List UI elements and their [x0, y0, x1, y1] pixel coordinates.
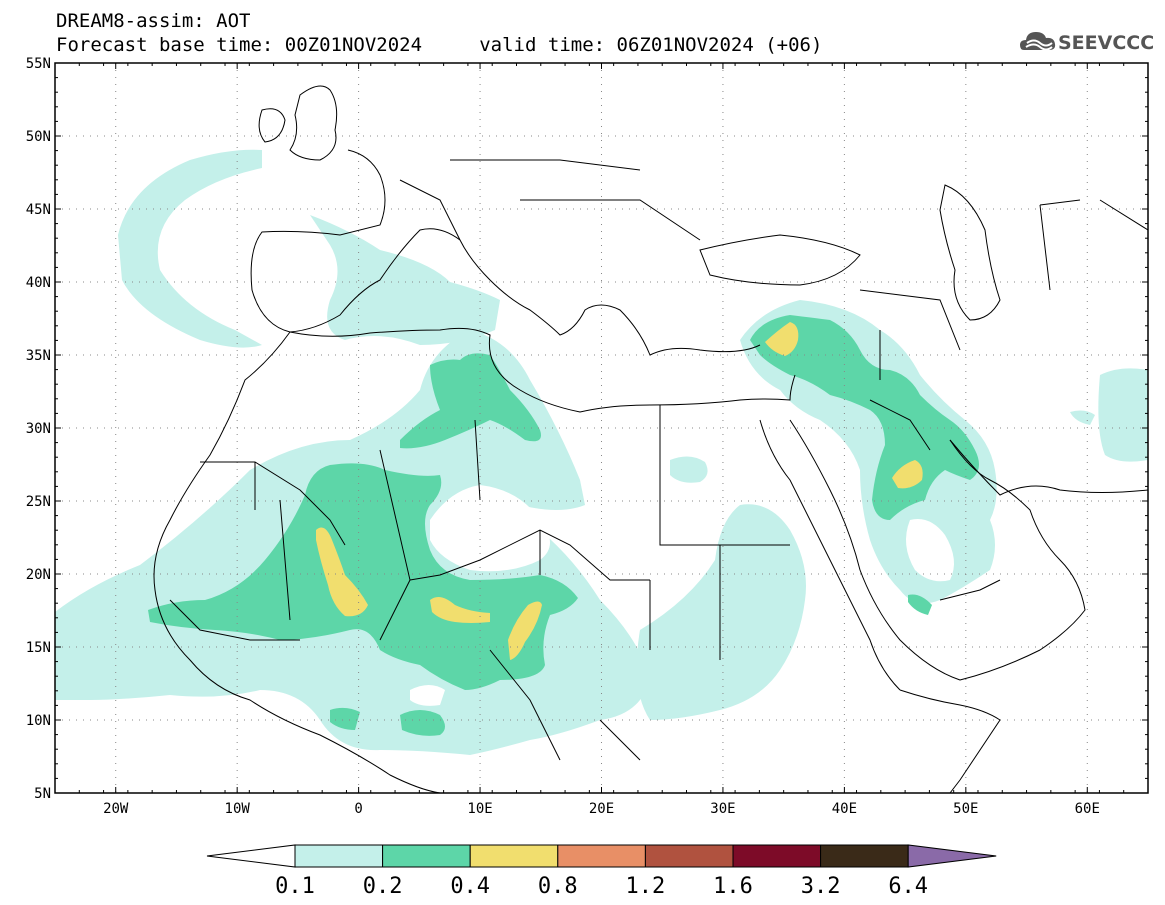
coastline-persian-gulf	[949, 439, 1148, 496]
lon-label-50E: 50E	[953, 801, 978, 817]
coastline-arabia	[789, 419, 1086, 681]
coastline-west-africa	[153, 331, 441, 793]
colorbar-label-0.4: 0.4	[450, 874, 490, 899]
coastline-britain	[289, 85, 338, 161]
lat-label-45N: 45N	[26, 202, 51, 218]
colorbar-label-0.8: 0.8	[538, 874, 578, 899]
lat-label-40N: 40N	[26, 275, 51, 291]
colorbar-label-0.1: 0.1	[275, 874, 315, 899]
coastline-caspian-sea	[939, 184, 1001, 321]
lat-label-10N: 10N	[26, 713, 51, 729]
colorbar-box-0.2	[382, 844, 471, 868]
latitude-labels: 55N 50N 45N 40N 35N 30N 25N 20N 15N 10N 5N	[26, 56, 51, 802]
lat-label-15N: 15N	[26, 640, 51, 656]
colorbar-box-3.2	[820, 844, 909, 868]
lon-label-10E: 10E	[467, 801, 492, 817]
colorbar-box-0.8	[557, 844, 646, 868]
colorbar-boxes	[206, 844, 997, 868]
lon-label-60E: 60E	[1075, 801, 1100, 817]
colorbar-label-3.2: 3.2	[801, 874, 841, 899]
axis-ticks	[54, 62, 1149, 794]
map-title: DREAM8-assim: AOT	[56, 10, 251, 32]
lat-label-5N: 5N	[34, 786, 51, 802]
coastline-black-sea	[699, 234, 861, 286]
cloud-icon	[1020, 32, 1056, 51]
forecast-time-subtitle: Forecast base time: 00Z01NOV2024 valid t…	[56, 34, 823, 56]
coastline-red-sea	[759, 419, 901, 691]
coastline-horn-of-africa	[899, 689, 1001, 793]
lon-label-30E: 30E	[710, 801, 735, 817]
map-graticule	[55, 63, 1148, 793]
lat-label-35N: 35N	[26, 348, 51, 364]
colorbar-over-triangle	[907, 844, 997, 868]
aot-below-0.1-region	[410, 485, 954, 706]
colorbar-box-1.6	[732, 844, 822, 868]
map-field	[55, 63, 1148, 793]
colorbar-label-1.2: 1.2	[626, 874, 666, 899]
coastline-ireland	[258, 108, 286, 143]
colorbar-label-6.4: 6.4	[888, 874, 928, 899]
colorbar-box-0.4	[469, 844, 559, 868]
lat-label-50N: 50N	[26, 129, 51, 145]
colorbar-box-0.1	[294, 844, 384, 868]
colorbar-box-1.2	[644, 844, 734, 868]
coastline-europe	[250, 149, 761, 356]
lat-label-20N: 20N	[26, 567, 51, 583]
lat-label-30N: 30N	[26, 421, 51, 437]
coastline-north-africa	[289, 327, 796, 413]
aot-level-0.4-region	[316, 322, 923, 660]
seevccc-logo: SEEVCCC	[1020, 32, 1154, 54]
lat-label-25N: 25N	[26, 494, 51, 510]
lon-label-0: 0	[354, 801, 362, 817]
lat-label-55N: 55N	[26, 56, 51, 72]
country-borders	[169, 159, 1148, 761]
longitude-labels: 20W 10W 0 10E 20E 30E 40E 50E 60E	[103, 801, 1100, 817]
map-boundaries	[153, 85, 1148, 793]
lon-label-40E: 40E	[832, 801, 857, 817]
lon-label-20W: 20W	[103, 801, 129, 817]
logo-text: SEEVCCC	[1058, 32, 1154, 54]
colorbar-label-0.2: 0.2	[363, 874, 403, 899]
colorbar-label-1.6: 1.6	[713, 874, 753, 899]
lon-label-20E: 20E	[589, 801, 614, 817]
colorbar-under-triangle	[206, 844, 296, 868]
colorbar-labels: 0.1 0.2 0.4 0.8 1.2 1.6 3.2 6.4	[275, 874, 928, 899]
lon-label-10W: 10W	[225, 801, 251, 817]
